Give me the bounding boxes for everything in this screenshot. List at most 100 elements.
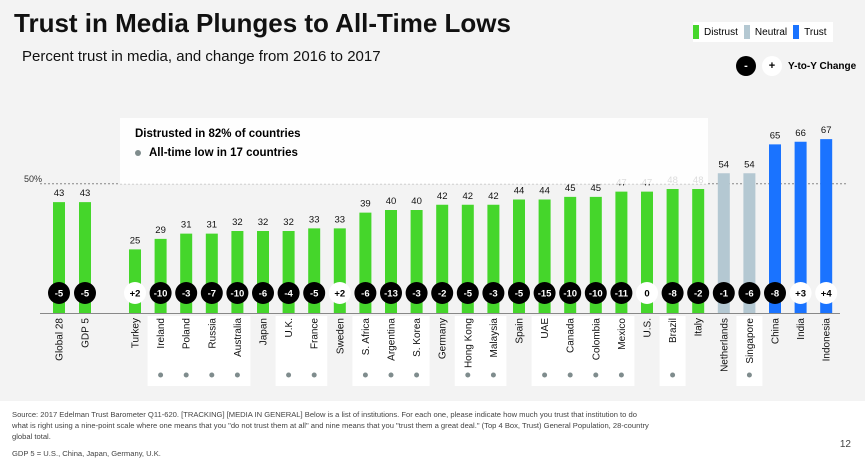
value-label: 32 xyxy=(283,217,294,228)
change-label: -2 xyxy=(694,289,702,300)
change-label: -11 xyxy=(615,289,629,300)
change-bubble xyxy=(738,282,761,304)
category-label: Malaysia xyxy=(489,318,500,358)
change-bubble xyxy=(687,282,710,304)
change-label: -15 xyxy=(538,289,552,300)
trust-swatch xyxy=(793,25,800,39)
neutral-swatch xyxy=(743,25,750,39)
category-label: Indonesia xyxy=(822,318,833,362)
change-bubble xyxy=(175,282,198,304)
annotation-line-1: Distrusted in 82% of countries xyxy=(135,128,301,140)
annotation-line-2: All-time low in 17 countries xyxy=(135,147,298,159)
value-label: 42 xyxy=(437,191,448,202)
change-label: +2 xyxy=(334,289,345,300)
bar-Brazil xyxy=(666,189,679,313)
change-bubble xyxy=(48,282,70,304)
legend-neutral: Neutral xyxy=(743,22,793,42)
change-bubble xyxy=(789,282,812,304)
change-bubble xyxy=(533,282,556,304)
category-label: Brazil xyxy=(668,318,679,343)
all-time-low-dot xyxy=(209,372,215,378)
category-label: Hong Kong xyxy=(463,318,474,368)
all-time-low-dot xyxy=(618,372,624,378)
annotation-box: Distrusted in 82% of countries All-time … xyxy=(120,118,708,184)
category-label: France xyxy=(310,318,321,350)
value-label: 31 xyxy=(181,220,192,231)
change-label: -4 xyxy=(284,289,293,300)
all-time-low-dot xyxy=(567,372,573,378)
change-bubble xyxy=(354,282,377,304)
category-label: Spain xyxy=(515,318,526,344)
legend: Distrust Neutral Trust xyxy=(693,22,833,42)
yoy-legend: - + Y-to-Y Change xyxy=(736,56,856,76)
change-label: -10 xyxy=(589,289,603,300)
all-time-low-dot xyxy=(286,372,292,378)
all-time-low-dot xyxy=(746,372,752,378)
bar-Indonesia xyxy=(820,139,833,313)
all-time-low-dot xyxy=(670,372,676,378)
value-label: 40 xyxy=(411,196,422,207)
category-label: Russia xyxy=(207,318,218,349)
bar-India xyxy=(794,141,807,313)
value-label: 29 xyxy=(155,225,166,236)
all-time-low-dot xyxy=(465,372,471,378)
change-label: -5 xyxy=(81,289,90,300)
source-note: Source: 2017 Edelman Trust Barometer Q11… xyxy=(12,410,649,441)
footer: Source: 2017 Edelman Trust Barometer Q11… xyxy=(0,401,865,460)
all-time-low-dot xyxy=(490,372,496,378)
value-label: 42 xyxy=(488,191,499,202)
change-bubble xyxy=(328,282,351,304)
chart-subtitle: Percent trust in media, and change from … xyxy=(22,48,381,65)
change-bubble xyxy=(277,282,300,304)
value-label: 54 xyxy=(719,159,730,170)
change-bubble xyxy=(252,282,274,304)
category-label: UAE xyxy=(540,318,551,339)
category-label: Italy xyxy=(694,318,705,336)
category-label: U.S. xyxy=(643,318,654,337)
change-label: +2 xyxy=(130,289,141,300)
legend-distrust-label: Distrust xyxy=(704,26,738,38)
change-label: -5 xyxy=(515,289,524,300)
value-label: 45 xyxy=(591,183,602,194)
change-bubble xyxy=(482,282,505,304)
all-time-low-dot xyxy=(362,372,368,378)
bar-Italy xyxy=(692,189,705,313)
category-label: U.K. xyxy=(284,318,295,337)
category-label: Japan xyxy=(259,318,270,345)
change-label: -6 xyxy=(259,289,267,300)
value-label: 32 xyxy=(232,217,243,228)
change-label: -6 xyxy=(361,289,369,300)
negative-change-icon: - xyxy=(736,56,756,76)
change-label: -5 xyxy=(55,289,64,300)
value-label: 25 xyxy=(130,235,141,246)
change-bubble xyxy=(149,282,172,304)
value-label: 54 xyxy=(744,159,755,170)
change-bubble xyxy=(661,282,684,304)
category-label: GDP 5 xyxy=(81,318,92,348)
all-time-low-dot xyxy=(414,372,420,378)
category-label: S. Africa xyxy=(361,318,372,356)
change-bubble xyxy=(456,282,479,304)
category-label: Australia xyxy=(233,318,244,357)
category-label: Netherlands xyxy=(719,318,730,372)
value-label: 44 xyxy=(539,186,550,197)
change-bubble xyxy=(508,282,530,304)
category-label: Global 28 xyxy=(55,318,66,361)
change-label: -7 xyxy=(208,289,216,300)
value-label: 33 xyxy=(309,214,320,225)
change-label: 0 xyxy=(644,289,649,300)
bar-Singapore xyxy=(743,173,756,313)
change-bubble xyxy=(815,282,838,304)
all-time-low-dot xyxy=(183,372,189,378)
change-label: -5 xyxy=(310,289,319,300)
change-bubble xyxy=(303,282,326,304)
category-label: Sweden xyxy=(335,318,346,354)
change-label: -10 xyxy=(563,289,577,300)
change-bubble xyxy=(559,282,582,304)
category-label: Argentina xyxy=(387,318,398,361)
all-time-low-dot xyxy=(593,372,599,378)
annotation-line-2-text: All-time low in 17 countries xyxy=(149,147,298,159)
yoy-label: Y-to-Y Change xyxy=(788,60,857,72)
change-bubble xyxy=(764,282,786,304)
